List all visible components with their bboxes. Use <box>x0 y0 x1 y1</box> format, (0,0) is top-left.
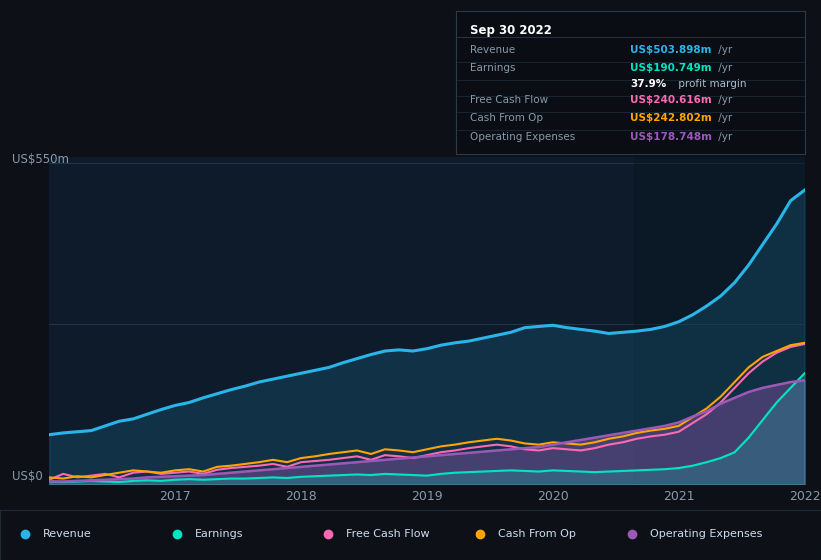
Text: /yr: /yr <box>714 95 732 105</box>
Text: 37.9%: 37.9% <box>631 79 667 89</box>
Text: US$550m: US$550m <box>12 153 69 166</box>
Text: Operating Expenses: Operating Expenses <box>650 529 763 539</box>
Text: Cash From Op: Cash From Op <box>470 113 543 123</box>
Text: /yr: /yr <box>714 113 732 123</box>
Bar <box>634 157 805 484</box>
Text: Earnings: Earnings <box>470 63 515 73</box>
Text: US$0: US$0 <box>12 470 43 483</box>
Text: Sep 30 2022: Sep 30 2022 <box>470 24 552 37</box>
Text: Earnings: Earnings <box>195 529 243 539</box>
Text: Revenue: Revenue <box>470 45 515 55</box>
Text: US$178.748m: US$178.748m <box>631 132 712 142</box>
Text: Operating Expenses: Operating Expenses <box>470 132 575 142</box>
Text: US$240.616m: US$240.616m <box>631 95 712 105</box>
Text: Free Cash Flow: Free Cash Flow <box>346 529 430 539</box>
Text: Revenue: Revenue <box>43 529 91 539</box>
Text: /yr: /yr <box>714 132 732 142</box>
Text: Cash From Op: Cash From Op <box>498 529 576 539</box>
Text: US$242.802m: US$242.802m <box>631 113 712 123</box>
Text: /yr: /yr <box>714 45 732 55</box>
Text: US$190.749m: US$190.749m <box>631 63 712 73</box>
Text: /yr: /yr <box>714 63 732 73</box>
Text: US$503.898m: US$503.898m <box>631 45 712 55</box>
Text: Free Cash Flow: Free Cash Flow <box>470 95 548 105</box>
Text: profit margin: profit margin <box>676 79 747 89</box>
